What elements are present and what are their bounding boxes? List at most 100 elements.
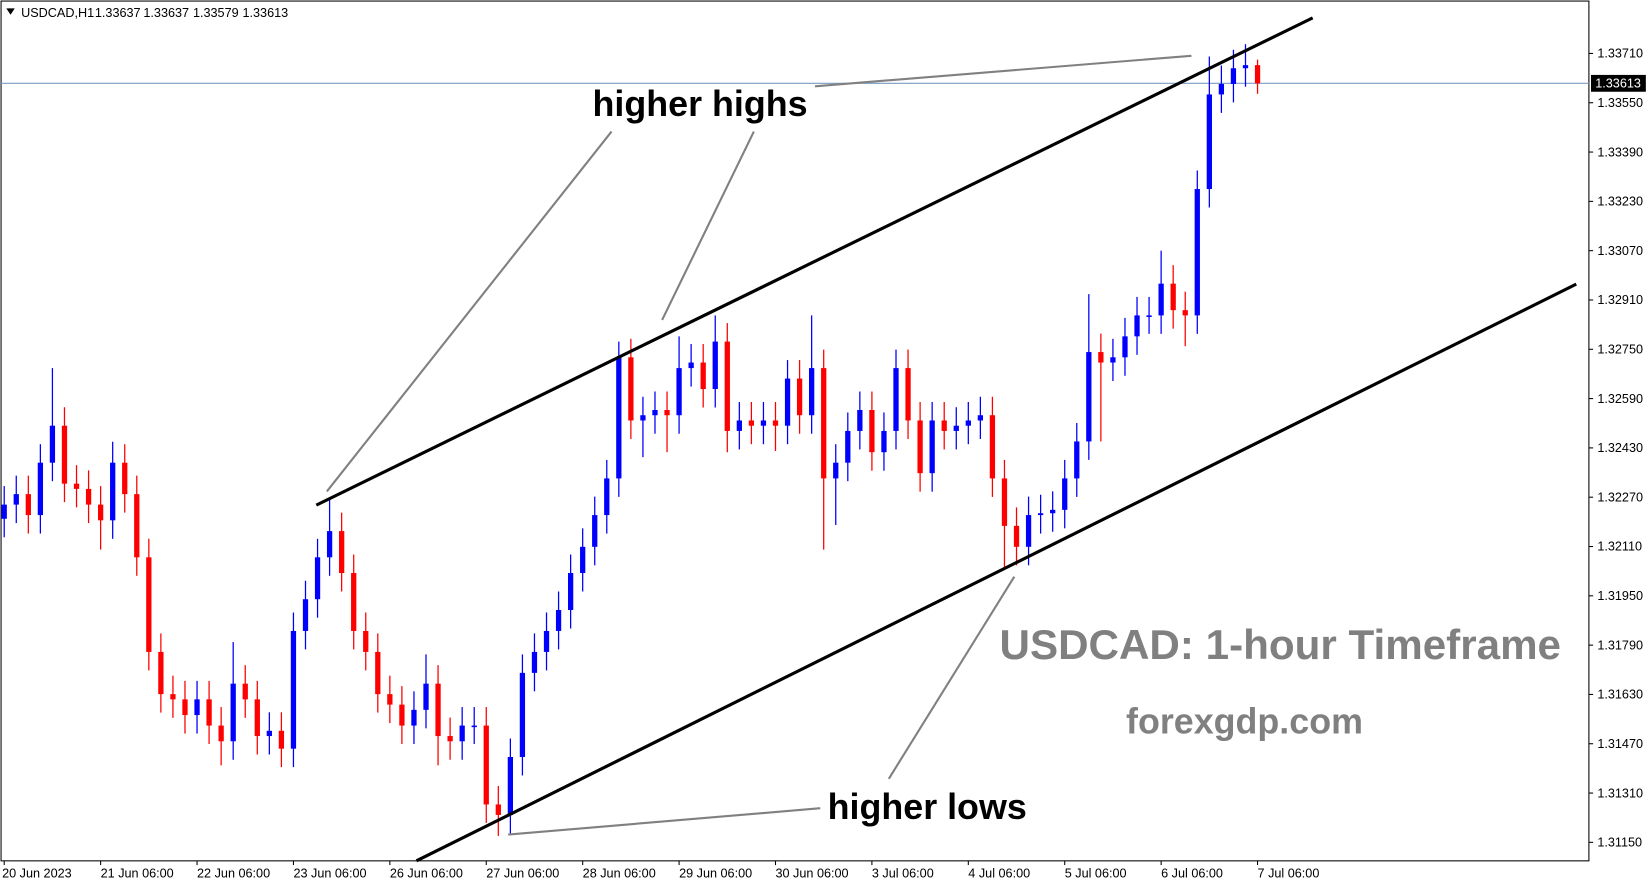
- candle-body: [1122, 336, 1128, 358]
- candle-body: [821, 368, 827, 479]
- candle-body: [905, 368, 911, 421]
- candle-body: [1230, 68, 1237, 84]
- candle-body: [989, 415, 996, 479]
- candle-body: [531, 651, 538, 673]
- y-tick-label: 1.33070: [1597, 244, 1643, 258]
- candle-body: [326, 531, 333, 558]
- candle-body: [37, 462, 44, 516]
- candle-body: [61, 425, 68, 484]
- candle-body: [543, 630, 550, 652]
- candle-body: [399, 704, 405, 726]
- candle-body: [664, 409, 670, 416]
- candle-body: [218, 725, 224, 742]
- candle-body: [1134, 315, 1140, 337]
- candle-body: [495, 804, 501, 815]
- candle-body: [1013, 525, 1020, 547]
- pointer: [814, 54, 1192, 88]
- candle-body: [314, 557, 321, 600]
- x-tick-label: 21 Jun 06:00: [101, 867, 174, 881]
- y-tick-label: 1.32910: [1597, 293, 1643, 307]
- candle-body: [688, 362, 694, 369]
- candle-body: [339, 531, 345, 574]
- candle-body: [302, 599, 309, 631]
- candle-body: [700, 362, 706, 390]
- candle-body: [917, 420, 923, 474]
- candle-body: [760, 420, 767, 426]
- candle-body: [411, 709, 417, 726]
- y-tick-label: 1.32430: [1597, 441, 1643, 455]
- lower-trend-line: [415, 282, 1577, 863]
- candle-body: [519, 672, 526, 757]
- pointer: [661, 131, 755, 321]
- candle-body: [351, 573, 357, 631]
- candle-body: [628, 357, 634, 421]
- price-tag-label: 1.33613: [1595, 77, 1641, 91]
- y-tick-label: 1.33550: [1597, 96, 1643, 110]
- candle-body: [1182, 310, 1188, 316]
- candle-body: [953, 425, 959, 431]
- x-tick-label: 23 Jun 06:00: [293, 867, 366, 881]
- candle-body: [146, 557, 152, 652]
- x-tick-label: 29 Jun 06:00: [679, 867, 752, 881]
- x-tick-label: 30 Jun 06:00: [775, 867, 848, 881]
- candle-body: [833, 462, 839, 479]
- y-tick-label: 1.32270: [1597, 490, 1643, 504]
- candle-body: [1086, 352, 1092, 442]
- candle-body: [1146, 315, 1152, 317]
- site-name: forexgdp.com: [1126, 702, 1363, 742]
- candle-body: [194, 699, 200, 716]
- upper-trend-line: [315, 16, 1314, 507]
- candle-body: [929, 420, 935, 474]
- candle-body: [567, 573, 574, 610]
- candle-body: [724, 341, 730, 431]
- candle-body: [1001, 478, 1008, 526]
- candle-body: [1206, 94, 1212, 190]
- candle-body: [254, 699, 260, 737]
- symbol: USDCAD,H1: [21, 6, 94, 20]
- annotation: higher lows: [828, 787, 1027, 827]
- candle-body: [676, 368, 682, 416]
- y-tick-label: 1.33390: [1597, 145, 1643, 159]
- candle-body: [459, 725, 465, 742]
- ohlc-close: 1.33613: [243, 6, 289, 20]
- candle-body: [97, 504, 104, 521]
- candle-body: [604, 478, 610, 516]
- candle-body: [423, 683, 429, 710]
- candle-body: [483, 725, 489, 805]
- candle-body: [784, 378, 791, 426]
- ohlc-low: 1.33579: [193, 6, 239, 20]
- candle-body: [965, 420, 971, 426]
- candle-body: [796, 378, 803, 416]
- candle-body: [170, 694, 176, 700]
- x-tick-label: 26 Jun 06:00: [390, 867, 463, 881]
- candle-body: [290, 630, 297, 749]
- y-tick-label: 1.31150: [1597, 836, 1642, 850]
- ohlc-high: 1.33637: [143, 6, 189, 20]
- candle-body: [1170, 283, 1176, 311]
- candle-body: [435, 683, 441, 737]
- candle-body: [1194, 189, 1200, 316]
- candle-body: [49, 425, 56, 463]
- annotation: higher highs: [593, 84, 808, 124]
- candle-body: [85, 488, 92, 505]
- candle-body: [652, 409, 658, 416]
- candle-body: [447, 736, 453, 742]
- candle-body: [471, 725, 477, 728]
- x-tick-label: 28 Jun 06:00: [583, 867, 656, 881]
- candle-body: [555, 609, 562, 631]
- annotation-pointers: [326, 54, 1192, 836]
- candle-body: [278, 730, 285, 749]
- candle-body: [182, 699, 188, 716]
- candle-body: [1110, 357, 1116, 363]
- plot-frame: [0, 0, 1590, 862]
- x-tick-label: 5 Jul 06:00: [1065, 867, 1127, 881]
- candle-body: [616, 357, 622, 479]
- candle-body: [158, 651, 164, 695]
- candle-body: [845, 430, 851, 463]
- menu-arrow[interactable]: [6, 8, 15, 15]
- candle-body: [1062, 478, 1068, 510]
- y-tick-label: 1.31950: [1597, 589, 1643, 603]
- candle-body: [1098, 352, 1104, 363]
- x-tick-label: 27 Jun 06:00: [486, 867, 559, 881]
